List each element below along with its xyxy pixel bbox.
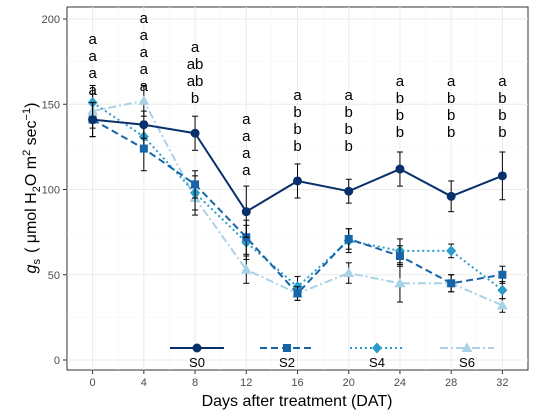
y-tick-label: 0 [54, 355, 60, 367]
significance-letter: a [242, 145, 251, 162]
x-tick-label: 8 [192, 377, 198, 389]
legend-marker [192, 343, 202, 353]
significance-letter: a [345, 87, 354, 104]
significance-letter: b [293, 104, 301, 121]
data-point [293, 289, 302, 298]
y-tick-label: 100 [42, 185, 60, 197]
data-point [190, 128, 200, 138]
significance-letter: a [88, 82, 97, 99]
x-tick-label: 24 [394, 377, 406, 389]
x-axis-title: Days after treatment (DAT) [202, 393, 393, 410]
significance-letter: b [498, 90, 506, 107]
significance-letter: b [498, 124, 506, 141]
significance-letter: a [396, 73, 405, 90]
significance-letter: a [140, 61, 149, 78]
data-point [240, 264, 252, 274]
significance-letter: a [88, 31, 97, 48]
significance-letter: b [345, 104, 353, 121]
y-axis-title: gs( μmol H2O m2 sec−1) [21, 103, 43, 274]
x-tick-label: 20 [343, 377, 355, 389]
significance-letter: a [498, 73, 507, 90]
significance-letter: a [293, 87, 302, 104]
data-point [395, 164, 405, 174]
significance-letter: ab [187, 73, 204, 90]
significance-letter: b [396, 124, 404, 141]
series-layer [87, 84, 508, 313]
significance-letter: a [447, 73, 456, 90]
significance-letter: b [191, 90, 199, 107]
series-S0 [88, 102, 507, 238]
significance-letter: ab [187, 56, 204, 73]
significance-letter: b [498, 107, 506, 124]
significance-letter: b [447, 90, 455, 107]
x-tick-label: 16 [291, 377, 303, 389]
x-tick-label: 12 [240, 377, 252, 389]
legend: S0 S2 S4 S6 [170, 342, 494, 370]
significance-letter: a [140, 78, 149, 95]
significance-letter: b [396, 107, 404, 124]
significance-letter: b [345, 121, 353, 138]
data-point [496, 299, 508, 310]
data-point [497, 171, 507, 181]
y-tick-label: 150 [42, 99, 60, 111]
legend-item-S4: S4 [350, 342, 404, 370]
y-tick-label: 200 [42, 14, 60, 26]
data-point [394, 277, 406, 288]
data-point [446, 245, 457, 257]
data-point [139, 120, 149, 130]
significance-letter: a [140, 10, 149, 27]
legend-marker [461, 342, 473, 352]
significance-letter: b [447, 124, 455, 141]
legend-item-S6: S6 [440, 342, 494, 370]
legend-label: S4 [369, 355, 385, 370]
data-point [395, 251, 404, 260]
significance-letter: a [88, 65, 97, 82]
data-point [88, 115, 98, 125]
data-point [498, 270, 507, 279]
legend-item-S0: S0 [170, 343, 224, 370]
x-tick-label: 28 [445, 377, 457, 389]
data-point [139, 144, 148, 153]
x-tick-label: 32 [496, 377, 508, 389]
data-point [191, 180, 200, 189]
significance-letter: b [293, 138, 301, 155]
data-point [446, 191, 456, 201]
y-tick-label: 50 [48, 270, 60, 282]
x-tick-label: 0 [90, 377, 96, 389]
significance-letter: a [140, 27, 149, 44]
legend-label: S6 [459, 355, 475, 370]
legend-marker [283, 344, 291, 352]
significance-letter: a [242, 162, 251, 179]
significance-letter: a [191, 39, 200, 56]
significance-letter: a [88, 48, 97, 65]
significance-letter: a [242, 111, 251, 128]
significance-letter: b [293, 121, 301, 138]
data-point [344, 186, 354, 196]
significance-letter: a [242, 128, 251, 145]
axis-ticks: 0 50 100 150 200 0 4 8 12 16 20 24 28 32 [42, 14, 509, 389]
significance-letter: b [396, 90, 404, 107]
data-point [138, 95, 150, 105]
x-tick-label: 4 [141, 377, 147, 389]
series-line [92, 118, 503, 295]
data-point [497, 284, 508, 296]
legend-marker [372, 342, 382, 354]
data-point [344, 234, 353, 243]
data-point [447, 279, 456, 288]
legend-label: S0 [189, 355, 205, 370]
data-point [293, 176, 302, 186]
significance-letter: b [345, 138, 353, 155]
significance-letter: b [447, 107, 455, 124]
legend-item-S2: S2 [260, 344, 314, 370]
legend-label: S2 [279, 355, 295, 370]
data-point [343, 267, 355, 278]
significance-letter: a [140, 44, 149, 61]
data-point [241, 207, 251, 217]
